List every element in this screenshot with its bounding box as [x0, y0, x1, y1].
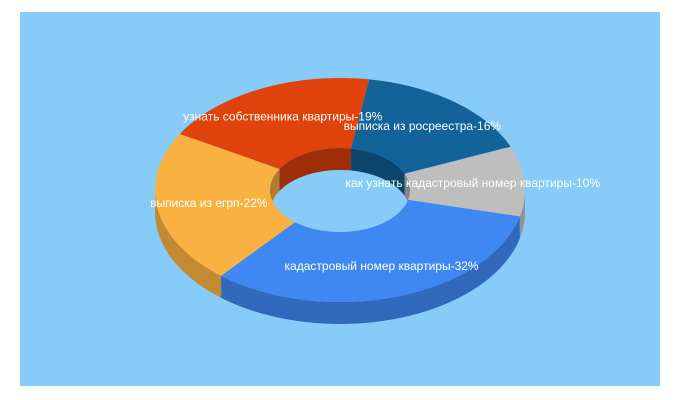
slice-inner-side [270, 169, 280, 212]
slice [351, 79, 511, 174]
slice-label: выписка из росреестра-16% [344, 119, 502, 133]
slice-side [519, 190, 525, 239]
slice-inner-side [279, 148, 352, 191]
slice [155, 134, 295, 276]
slice-side [221, 216, 520, 324]
slice [179, 78, 370, 169]
chart-background [20, 12, 660, 386]
slice-label: как узнать кадастровый номер квартиры-10… [346, 176, 601, 190]
slice-label: узнать собственника квартиры-19% [183, 109, 382, 123]
slice-side [155, 190, 222, 298]
slice [404, 146, 525, 217]
slice-label: кадастровый номер квартиры-32% [285, 259, 479, 273]
slice [221, 199, 520, 302]
slice-inner-side [351, 148, 405, 196]
slice-label: выписка из егрп-22% [150, 196, 268, 210]
